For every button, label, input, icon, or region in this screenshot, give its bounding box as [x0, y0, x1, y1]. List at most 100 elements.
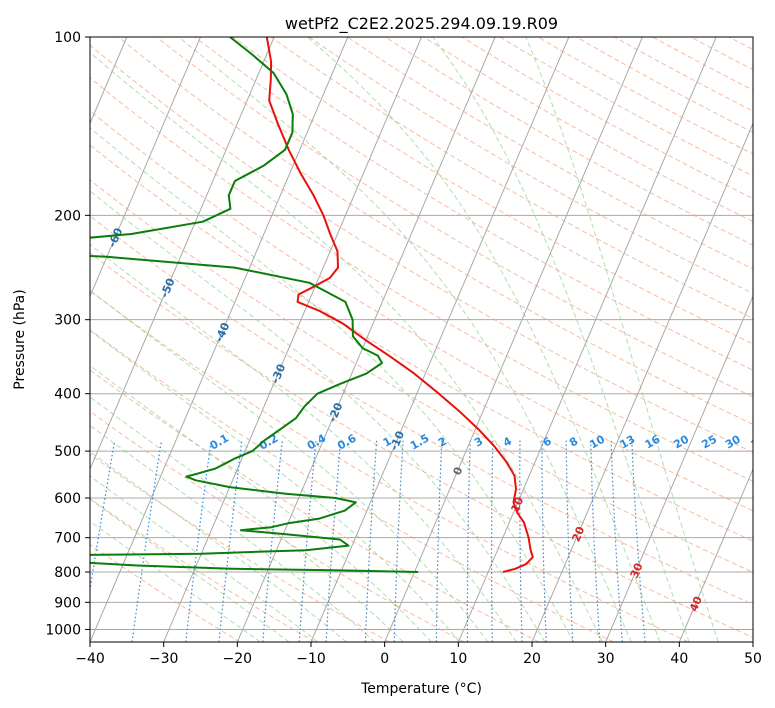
x-tick-label: 40	[670, 651, 688, 667]
isotherm	[384, 37, 643, 642]
mixing-ratio-line	[490, 440, 494, 642]
dry-adiabat	[194, 37, 753, 371]
dry-adiabat	[347, 37, 753, 270]
y-tick-label: 100	[54, 30, 81, 46]
moist-adiabat	[90, 190, 546, 642]
dry-adiabat	[156, 37, 753, 398]
mixing-ratio-line	[393, 440, 404, 642]
isotherm-label: 20	[569, 524, 587, 543]
y-tick-label: 800	[54, 565, 81, 581]
moist-adiabat	[90, 424, 376, 642]
isotherm	[90, 37, 349, 642]
mixing-ratio-line	[519, 440, 523, 642]
y-tick-label: 200	[54, 208, 81, 224]
dry-adiabat	[90, 215, 753, 606]
y-tick-label: 1000	[45, 622, 81, 638]
dry-adiabat	[90, 179, 753, 573]
x-tick-label: −40	[75, 651, 105, 667]
moist-adiabat	[90, 520, 261, 642]
y-axis-title: Pressure (hPa)	[12, 289, 28, 389]
dry-adiabat	[90, 76, 753, 482]
mixing-ratio-line	[435, 440, 443, 642]
moist-adiabat	[307, 37, 661, 642]
x-tick-label: −30	[149, 651, 179, 667]
x-tick-label: 30	[597, 651, 615, 667]
moist-adiabat	[178, 37, 632, 642]
dewpoint-trace	[90, 37, 419, 573]
mixing-ratio-lines	[90, 440, 646, 642]
mixing-ratio-label: 36	[749, 432, 769, 451]
mixing-ratio-line	[541, 440, 547, 642]
isotherm	[752, 640, 753, 642]
dry-adiabat	[461, 37, 753, 200]
mixing-ratio-line	[131, 440, 162, 642]
dry-adiabat	[232, 37, 753, 345]
x-tick-label: −20	[223, 651, 253, 667]
mixing-ratio-line	[218, 440, 243, 642]
mixing-ratio-line	[565, 440, 574, 642]
mixing-ratio-line	[90, 440, 116, 594]
y-axis: 100 200 300 400 500 600 700 800 900 1000	[45, 30, 90, 638]
dry-adiabat	[90, 44, 753, 453]
moist-adiabat	[525, 37, 719, 642]
isotherm	[605, 295, 753, 642]
y-tick-label: 500	[54, 444, 81, 460]
mixing-ratio-line	[610, 440, 623, 642]
mixing-ratio-line	[325, 440, 342, 642]
isotherm-label: 30	[628, 561, 646, 580]
moist-adiabat	[90, 51, 603, 642]
dry-adiabat	[90, 110, 753, 512]
moist-adiabat	[432, 37, 690, 642]
x-axis-title: Temperature (°C)	[360, 681, 482, 697]
moist-adiabat	[90, 451, 347, 642]
x-axis: −40 −30 −20 −10 0 10 20 30 40 50	[75, 642, 762, 667]
dry-adiabat	[767, 37, 775, 642]
isotherm	[163, 37, 422, 642]
sounding-traces	[90, 37, 534, 573]
isotherm	[90, 37, 201, 298]
dry-adiabat	[90, 329, 614, 642]
mixing-ratio-line	[364, 440, 378, 642]
isotherm-label: 10	[508, 495, 526, 514]
y-tick-label: 900	[54, 595, 81, 611]
moist-adiabat	[90, 364, 432, 642]
moist-adiabat	[90, 329, 461, 642]
moist-adiabat	[90, 127, 575, 642]
isotherm-label: 40	[687, 594, 705, 613]
y-tick-label: 700	[54, 531, 81, 547]
isotherm	[678, 467, 753, 642]
moist-adiabat	[90, 243, 517, 642]
dry-adiabat	[90, 290, 689, 642]
dry-adiabat	[308, 37, 753, 294]
isotherm-label: -70	[54, 174, 74, 198]
isotherm-label: -80	[0, 129, 19, 153]
y-tick-label: 300	[54, 313, 81, 329]
temperature-trace	[265, 37, 534, 573]
y-tick-label: 400	[54, 387, 81, 403]
x-tick-label: 20	[523, 651, 541, 667]
x-tick-label: −10	[296, 651, 326, 667]
moist-adiabats	[90, 37, 719, 642]
x-tick-label: 10	[449, 651, 467, 667]
mixing-ratio-line	[466, 440, 471, 642]
x-tick-label: 0	[380, 651, 389, 667]
pressure-gridlines	[90, 37, 753, 630]
x-tick-label: 50	[744, 651, 762, 667]
dry-adiabat	[423, 37, 753, 223]
isotherm	[531, 122, 753, 642]
mixing-ratio-line	[631, 440, 646, 642]
mixing-ratio-line	[185, 440, 212, 642]
mixing-ratio-line	[298, 440, 317, 642]
dry-adiabat	[90, 369, 540, 642]
isotherm	[457, 37, 717, 642]
mixing-ratio-line	[590, 440, 601, 642]
y-tick-label: 600	[54, 491, 81, 507]
plot-frame	[89, 36, 754, 643]
dry-adiabat	[118, 37, 753, 425]
isotherm	[310, 37, 570, 642]
isotherm	[90, 37, 275, 471]
moist-adiabat	[90, 289, 489, 642]
chart-title: wetPf2_C2E2.2025.294.09.19.R09	[285, 14, 558, 34]
mixing-ratio-line	[262, 440, 283, 642]
